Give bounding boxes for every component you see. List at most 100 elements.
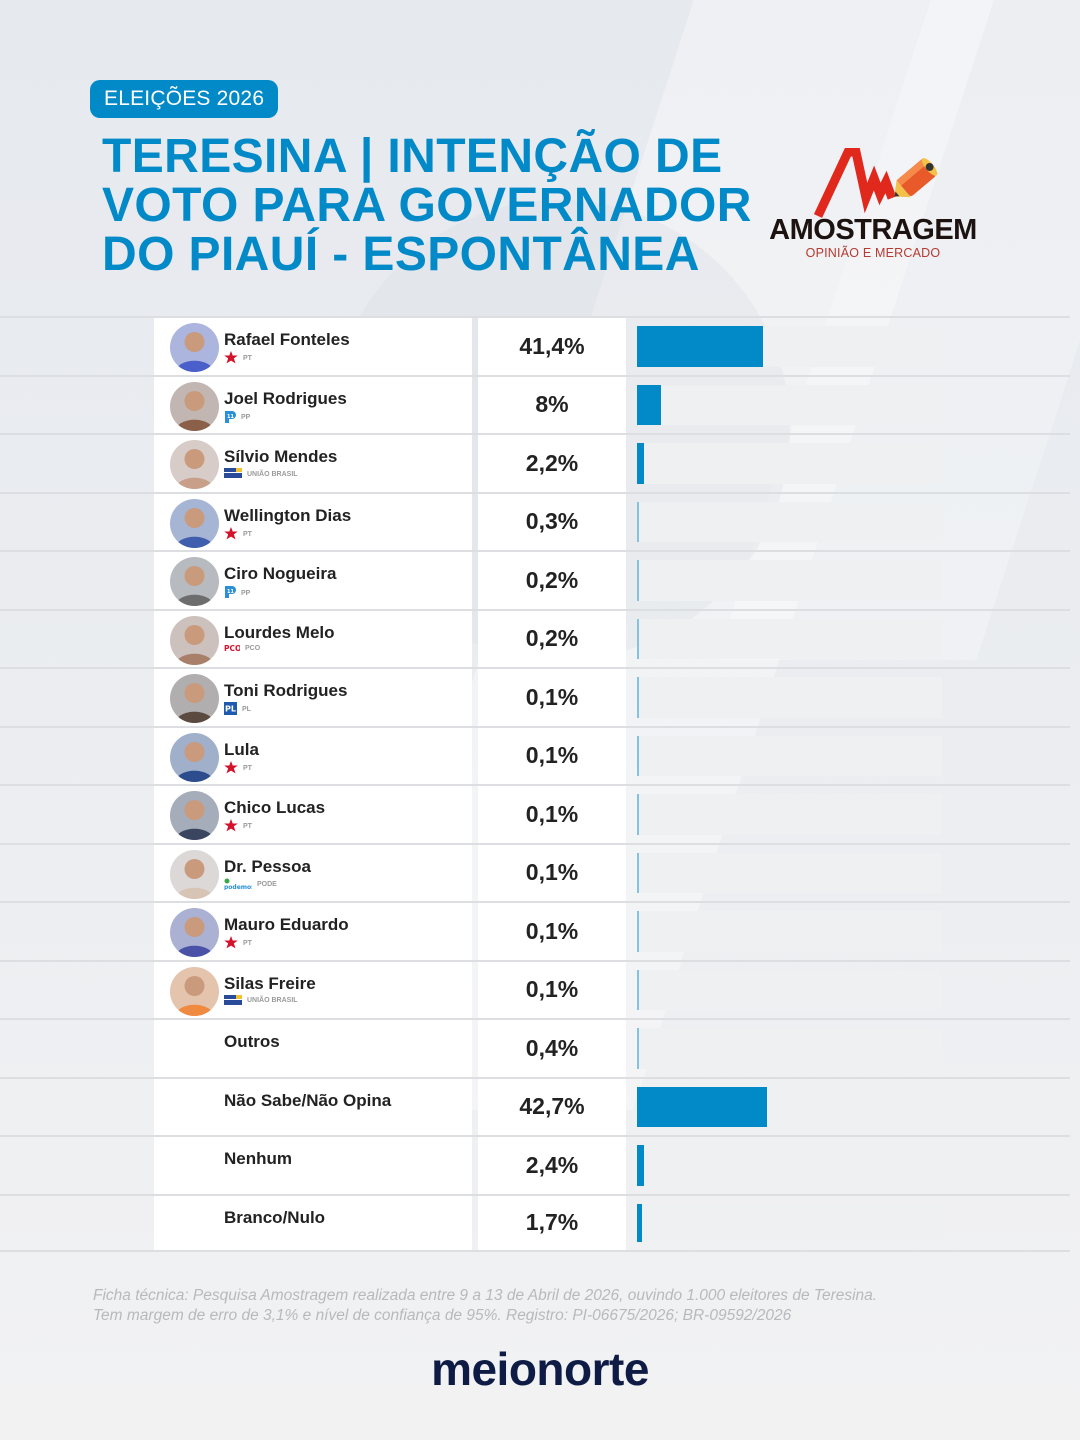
percentage-value: 0,1% (478, 669, 626, 726)
bar-fill (637, 618, 639, 659)
party-label: PCO PCO (224, 644, 260, 654)
candidate-name: Rafael Fonteles (224, 330, 350, 349)
avatar (170, 323, 219, 372)
results-table: Rafael Fonteles PT 41,4% Joel Rodrigues 11 PP… (0, 316, 1070, 1252)
pco-logo-icon: PCO (224, 644, 241, 654)
bar-fill (637, 735, 639, 776)
title-line: VOTO PARA GOVERNADOR (102, 179, 752, 232)
candidate-name: Mauro Eduardo (224, 915, 349, 934)
percentage-value: 0,4% (478, 1020, 626, 1077)
avatar (170, 732, 219, 782)
avatar (170, 498, 219, 548)
svg-text:podemos: podemos (224, 884, 252, 890)
pt-star-icon (224, 819, 238, 834)
percentage-value: 0,1% (478, 844, 626, 901)
table-row: Dr. Pessoa podemos PODE 0,1% (0, 842, 1070, 901)
bar-fill (637, 794, 639, 835)
option-name: Nenhum (224, 1149, 292, 1168)
table-row: Wellington Dias PT 0,3% (0, 491, 1070, 550)
bar-track (637, 852, 942, 893)
party-label: PT (224, 760, 252, 776)
table-row: Joel Rodrigues 11 PP 8% (0, 374, 1070, 433)
pt-star-icon (224, 351, 238, 366)
elections-badge: ELEIÇÕES 2026 (90, 80, 279, 118)
candidate-name: Wellington Dias (224, 505, 352, 525)
candidate-name: Lourdes Melo (224, 622, 335, 642)
table-row: Lula PT 0,1% (0, 725, 1070, 784)
table-row: Rafael Fonteles PT 41,4% (0, 316, 1070, 375)
table-row: Outros 0,4% (0, 1018, 1070, 1077)
bar-track (637, 1086, 942, 1127)
party-name: UNIÃO BRASIL (247, 997, 298, 1004)
bar-track (637, 384, 942, 425)
technical-note-line: Ficha técnica: Pesquisa Amostragem reali… (93, 1287, 878, 1304)
party-label: UNIÃO BRASIL (224, 468, 298, 480)
podemos-logo-icon: podemos (224, 878, 255, 892)
svg-text:PCO: PCO (224, 644, 240, 652)
table-row: Mauro Eduardo PT 0,1% (0, 901, 1070, 960)
avatar (170, 381, 219, 431)
candidate-name: Silas Freire (224, 973, 316, 993)
avatar (170, 440, 219, 489)
technical-note-line: Tem margem de erro de 3,1% e nível de co… (93, 1307, 792, 1324)
svg-text:PL: PL (225, 705, 236, 714)
candidate-cell: Mauro Eduardo PT (154, 903, 472, 960)
percentage-value: 41,4% (478, 318, 626, 375)
candidate-cell: Branco/Nulo (154, 1195, 472, 1250)
party-label: UNIÃO BRASIL (224, 994, 298, 1007)
bar-fill (637, 1086, 768, 1127)
candidate-cell: Outros (154, 1020, 472, 1077)
svg-text:11: 11 (227, 589, 234, 595)
percentage-value: 2,2% (478, 435, 626, 492)
candidate-name: Ciro Nogueira (224, 564, 337, 583)
uniao-brasil-logo-icon (224, 994, 242, 1007)
candidate-name: Joel Rodrigues (224, 388, 347, 408)
table-row: Toni Rodrigues PL PL 0,1% (0, 667, 1070, 726)
title-line: DO PIAUÍ - ESPONTÂNEA (102, 228, 700, 281)
bar-track (637, 1028, 942, 1069)
party-name: PT (243, 764, 252, 772)
logo-name: AMOSTRAGEM (769, 214, 977, 246)
bar-track (637, 560, 942, 601)
candidate-name: Lula (224, 739, 259, 759)
bar-track (637, 1145, 942, 1186)
candidate-cell: Não Sabe/Não Opina (154, 1078, 472, 1135)
party-name: PT (243, 530, 252, 538)
percentage-value: 0,1% (478, 903, 626, 960)
percentage-value: 0,2% (478, 552, 626, 609)
table-row: Sílvio Mendes UNIÃO BRASIL 2,2% (0, 433, 1070, 492)
party-label: PL PL (224, 702, 251, 717)
avatar (170, 849, 219, 899)
candidate-cell: Silas Freire UNIÃO BRASIL (154, 961, 472, 1018)
bar-track (637, 443, 942, 484)
candidate-cell: Dr. Pessoa podemos PODE (154, 844, 472, 901)
candidate-cell: Toni Rodrigues PL PL (154, 669, 472, 726)
candidate-cell: Rafael Fonteles PT (154, 318, 472, 375)
party-label: PT (224, 936, 252, 951)
bar-track (637, 969, 942, 1010)
logo-tagline: OPINIÃO E MERCADO (805, 246, 941, 260)
party-name: PODE (257, 881, 277, 888)
party-label: 11 PP (224, 585, 250, 601)
candidate-name: Sílvio Mendes (224, 447, 338, 466)
percentage-value: 0,1% (478, 961, 626, 1018)
percentage-value: 2,4% (478, 1137, 626, 1194)
table-row: Branco/Nulo 1,7% (0, 1193, 1070, 1252)
pt-star-icon (224, 526, 238, 542)
party-label: podemos PODE (224, 878, 277, 892)
bar-fill (637, 501, 639, 542)
avatar (170, 674, 219, 723)
party-label: PT (224, 819, 252, 834)
bar-track (637, 326, 942, 367)
percentage-value: 8% (478, 376, 626, 433)
percentage-value: 0,1% (478, 786, 626, 843)
candidate-cell: Lula PT (154, 727, 472, 784)
party-name: PCO (245, 645, 261, 652)
pp-logo-icon: 11 (224, 585, 236, 601)
meionorte-logo: meionorte (431, 1343, 649, 1395)
table-row: Chico Lucas PT 0,1% (0, 784, 1070, 843)
party-label: 11 PP (224, 410, 250, 426)
candidate-name: Chico Lucas (224, 798, 326, 817)
candidate-name: Dr. Pessoa (224, 856, 311, 876)
page-title: TERESINA | INTENÇÃO DE VOTO PARA GOVERNA… (102, 132, 762, 279)
